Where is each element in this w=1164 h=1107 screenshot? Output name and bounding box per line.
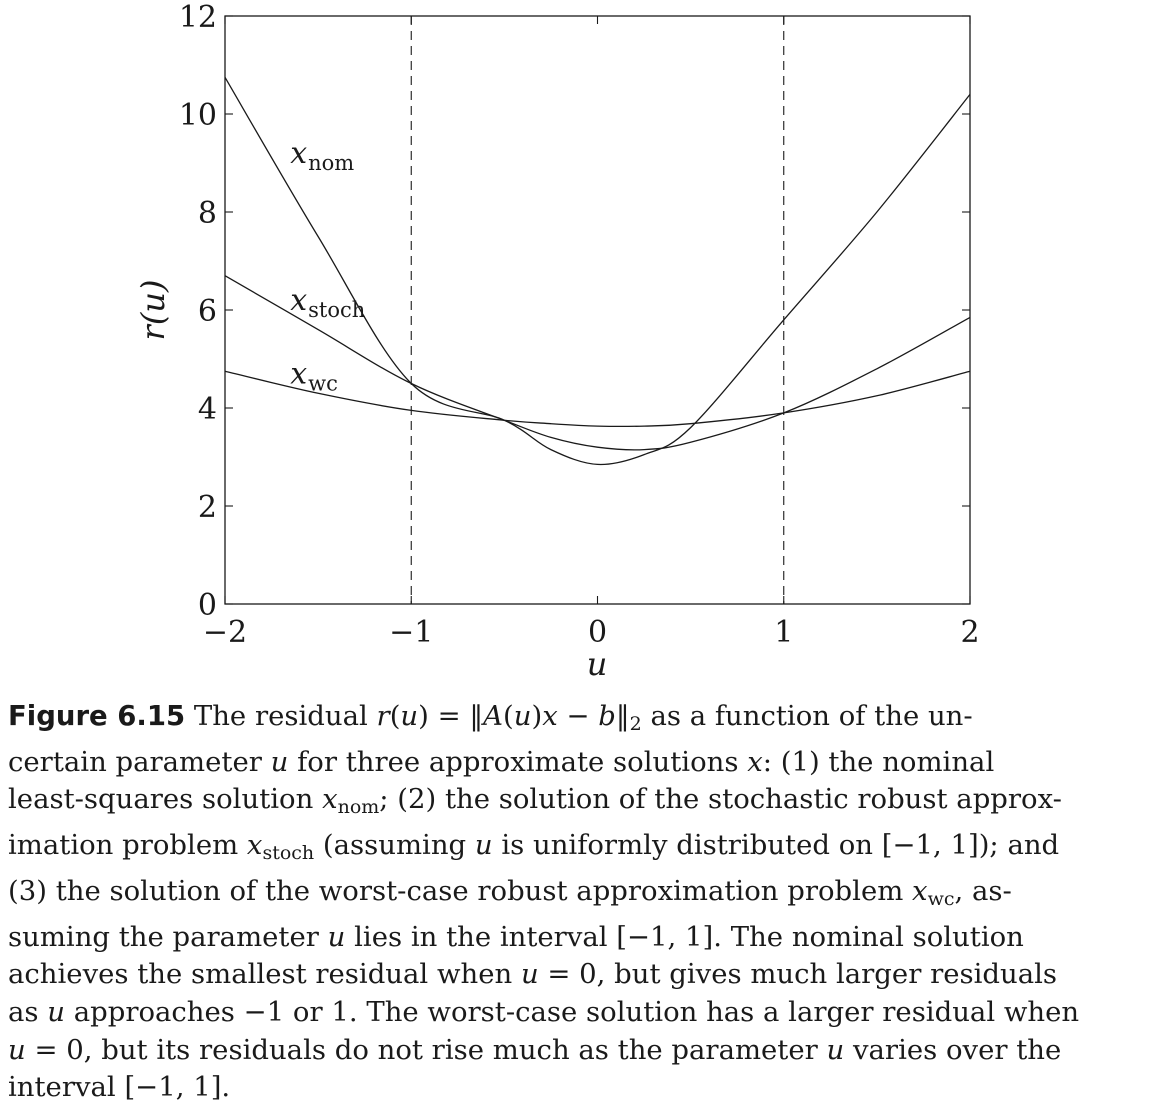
caption-line: achieves the smallest residual when u = … [8, 958, 1058, 991]
x-tick-label: −1 [389, 615, 433, 650]
caption-line: u = 0, but its residuals do not rise muc… [8, 1033, 1062, 1066]
series-line-x_stoch [224, 275, 971, 451]
x-tick-label: −2 [203, 615, 247, 650]
caption-body: Figure 6.15 The residual r(u) = ‖A(u)x −… [8, 698, 1156, 1107]
series-label-x_stoch: xstoch [290, 283, 365, 322]
caption-line: Figure 6.15 The residual r(u) = ‖A(u)x −… [8, 700, 973, 735]
series-line-x_wc [224, 370, 971, 428]
series-lines [224, 76, 971, 466]
y-tick-label: 10 [179, 98, 217, 133]
series-label-x_nom: xnom [290, 136, 354, 175]
figure-caption: Figure 6.15 The residual r(u) = ‖A(u)x −… [8, 698, 1156, 1107]
x-axis-label: u [587, 645, 608, 683]
caption-line: certain parameter u for three approximat… [8, 745, 995, 778]
series-label-x_wc: xwc [290, 357, 338, 396]
series-labels: xnom xstoch xwc [290, 136, 365, 396]
caption-line: as u approaches −1 or 1. The worst-case … [8, 995, 1080, 1028]
caption-line: (3) the solution of the worst-case robus… [8, 874, 1012, 910]
x-tick-label: 2 [960, 615, 979, 650]
reference-lines [410, 16, 785, 604]
y-tick-label: 8 [198, 196, 217, 231]
y-tick-label: 6 [198, 294, 217, 329]
caption-line: suming the parameter u lies in the inter… [8, 920, 1024, 953]
y-tick-label: 4 [198, 392, 217, 427]
y-tick-label: 0 [198, 588, 217, 623]
caption-line: interval [−1, 1]. [8, 1071, 231, 1104]
caption-line: least-squares solution xnom; (2) the sol… [8, 783, 1062, 819]
x-tick-label: 0 [588, 615, 607, 650]
series-line-x_nom [224, 76, 971, 466]
y-tick-label: 12 [179, 0, 217, 35]
x-tick-label: 1 [774, 615, 793, 650]
caption-line: imation problem xstoch (assuming u is un… [8, 829, 1060, 865]
y-axis-label: r(u) [134, 280, 172, 341]
figure-label: Figure 6.15 [8, 700, 186, 732]
y-tick-label: 2 [198, 490, 217, 525]
